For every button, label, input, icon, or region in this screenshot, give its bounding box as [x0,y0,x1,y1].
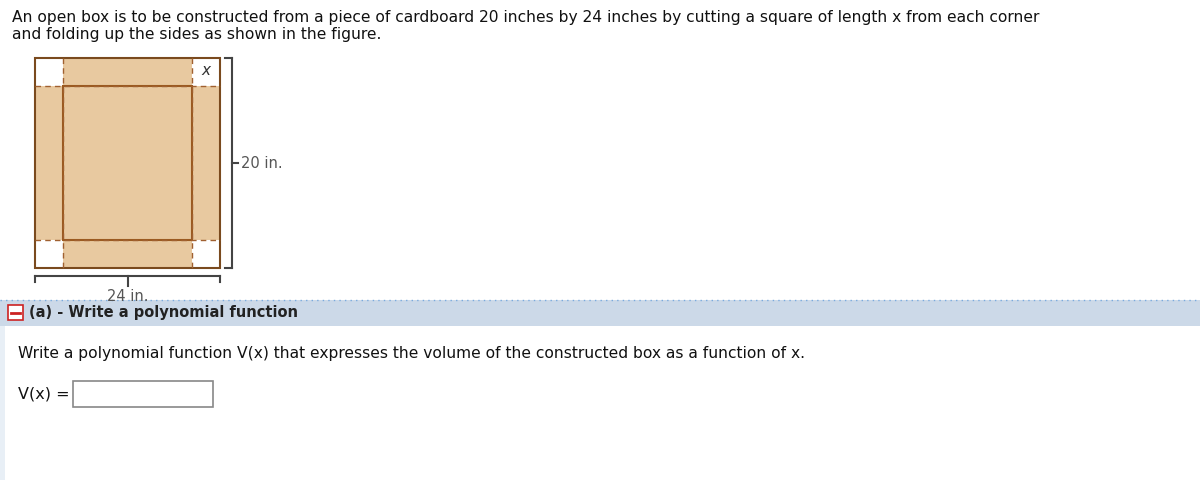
Bar [192,240,220,268]
Bar [35,58,64,86]
Bar [64,86,192,240]
Bar [35,58,220,268]
Text: V(x) =: V(x) = [18,386,70,401]
Bar [192,58,220,86]
Bar [35,240,64,268]
Bar [0,326,1200,480]
Text: (a) - Write a polynomial function: (a) - Write a polynomial function [29,305,298,321]
Bar [73,381,214,407]
Text: Write a polynomial function V(x) that expresses the volume of the constructed bo: Write a polynomial function V(x) that ex… [18,346,805,361]
Text: An open box is to be constructed from a piece of cardboard 20 inches by 24 inche: An open box is to be constructed from a … [12,10,1039,25]
Text: x: x [202,63,210,78]
Bar [0,326,5,480]
Text: 24 in.: 24 in. [107,289,149,304]
Text: 20 in.: 20 in. [241,156,283,170]
Bar [8,305,23,320]
Bar [0,300,1200,326]
Text: and folding up the sides as shown in the figure.: and folding up the sides as shown in the… [12,27,382,42]
Bar [35,58,220,268]
